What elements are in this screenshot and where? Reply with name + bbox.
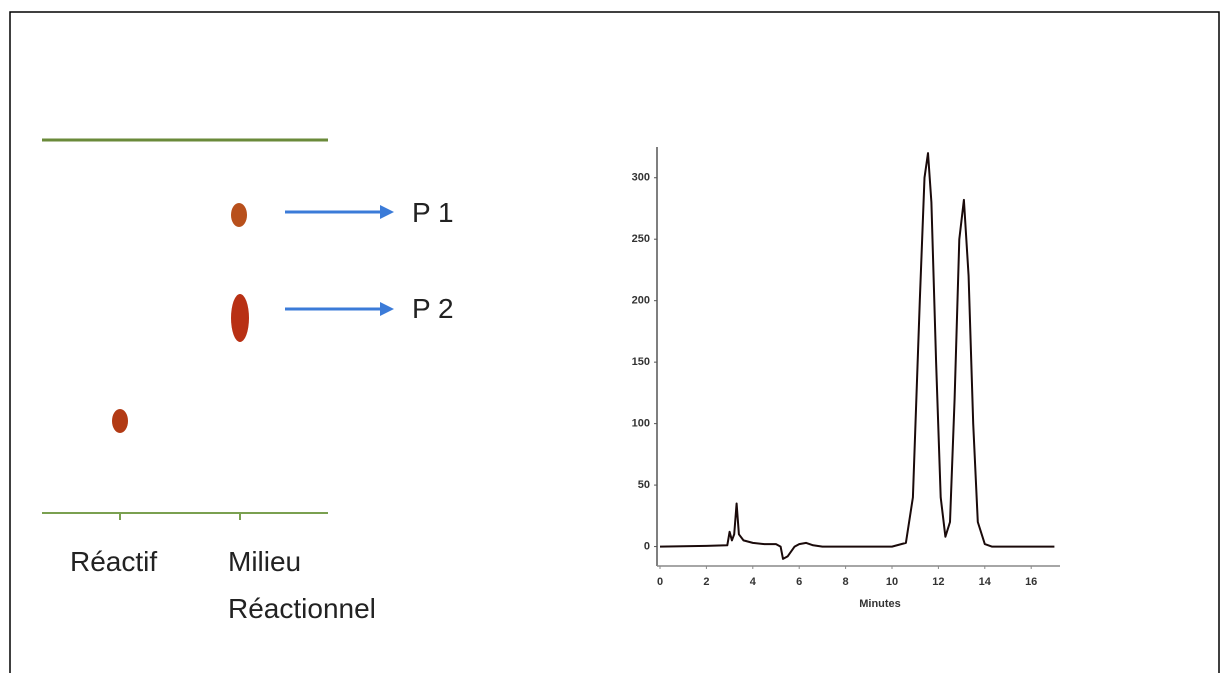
- x-tick-label: 6: [796, 576, 802, 588]
- y-tick-label: 300: [632, 172, 650, 184]
- y-tick-label: 100: [632, 418, 650, 430]
- chromatogram-line: [659, 152, 1055, 560]
- x-axis-label: Minutes: [859, 598, 901, 610]
- spot: [112, 409, 128, 433]
- x-tick-label: 4: [750, 576, 757, 588]
- lane-label: Réactif: [70, 546, 157, 577]
- lane-label: Milieu: [228, 546, 301, 577]
- product-label: P 2: [412, 293, 454, 324]
- lane-label: Réactionnel: [228, 593, 376, 624]
- product-label: P 1: [412, 197, 454, 228]
- y-tick-label: 250: [632, 233, 650, 245]
- y-tick-label: 0: [644, 540, 650, 552]
- y-tick-label: 200: [632, 295, 650, 307]
- y-tick-label: 50: [638, 479, 650, 491]
- x-tick-label: 14: [979, 576, 992, 588]
- x-tick-label: 10: [886, 576, 898, 588]
- x-tick-label: 2: [703, 576, 709, 588]
- spot: [231, 203, 247, 227]
- arrows: [285, 205, 394, 316]
- y-tick-label: 150: [632, 356, 650, 368]
- x-tick-label: 12: [932, 576, 944, 588]
- x-tick-label: 16: [1025, 576, 1037, 588]
- spot: [231, 294, 249, 342]
- x-tick-label: 8: [843, 576, 849, 588]
- frame: [9, 11, 1220, 673]
- x-tick-label: 0: [657, 576, 663, 588]
